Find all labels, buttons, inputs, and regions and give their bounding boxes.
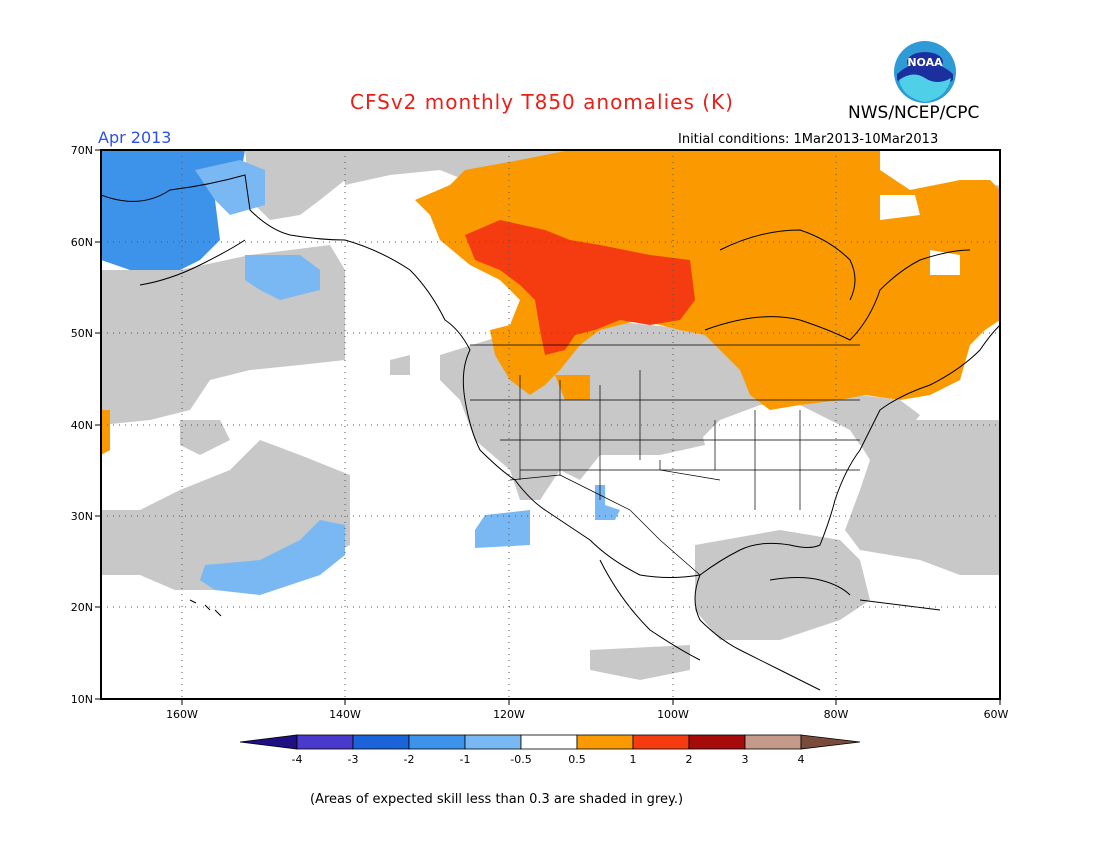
lon-label: 140W	[329, 708, 361, 721]
colorbar-swatch	[408, 734, 466, 750]
colorbar-label: 4	[798, 753, 805, 766]
forecast-month: Apr 2013	[98, 128, 172, 147]
colorbar-label: -2	[404, 753, 415, 766]
longitude-labels: 160W 140W 120W 100W 80W 60W	[166, 708, 1008, 721]
colorbar-label: 2	[686, 753, 693, 766]
colorbar-swatch	[632, 734, 690, 750]
lat-label: 50N	[71, 327, 93, 340]
lat-label: 40N	[71, 419, 93, 432]
colorbar-labels: -4 -3 -2 -1 -0.5 0.5 1 2 3 4	[292, 753, 805, 766]
colorbar-label: 0.5	[568, 753, 586, 766]
colorbar-label: 1	[630, 753, 637, 766]
colorbar-label: 3	[742, 753, 749, 766]
lon-label: 120W	[493, 708, 525, 721]
noaa-logo-text: NOAA	[907, 56, 943, 69]
colorbar-swatch	[800, 734, 861, 750]
noaa-logo: NOAA	[894, 41, 956, 103]
initial-conditions: Initial conditions: 1Mar2013-10Mar2013	[678, 132, 939, 147]
lat-label: 10N	[71, 693, 93, 706]
anomaly-layer	[101, 150, 1000, 699]
borders	[470, 344, 860, 576]
agency-label: NWS/NCEP/CPC	[848, 103, 980, 123]
coastlines	[101, 174, 1000, 691]
lat-label: 70N	[71, 144, 93, 157]
lon-label: 160W	[166, 708, 198, 721]
colorbar-swatch	[296, 734, 354, 750]
lat-label: 30N	[71, 510, 93, 523]
lon-label: 60W	[984, 708, 1009, 721]
colorbar-swatch	[576, 734, 634, 750]
latitude-labels: 70N 60N 50N 40N 30N 20N 10N	[71, 144, 93, 706]
colorbar	[239, 734, 861, 750]
colorbar-swatch	[239, 734, 298, 750]
axis-ticks	[95, 149, 1001, 705]
colorbar-swatch	[744, 734, 802, 750]
footnote: (Areas of expected skill less than 0.3 a…	[310, 792, 684, 807]
lat-label: 20N	[71, 601, 93, 614]
lat-label: 60N	[71, 236, 93, 249]
lon-label: 100W	[657, 708, 689, 721]
colorbar-label: -1	[460, 753, 471, 766]
colorbar-swatch	[352, 734, 410, 750]
colorbar-swatch	[688, 734, 746, 750]
colorbar-swatch	[520, 734, 578, 750]
colorbar-label: -4	[292, 753, 303, 766]
colorbar-label: -0.5	[510, 753, 531, 766]
negative-anomalies	[101, 150, 620, 595]
chart-title: CFSv2 monthly T850 anomalies (K)	[350, 90, 734, 114]
lon-label: 80W	[824, 708, 849, 721]
colorbar-swatch	[464, 734, 522, 750]
colorbar-label: -3	[348, 753, 359, 766]
